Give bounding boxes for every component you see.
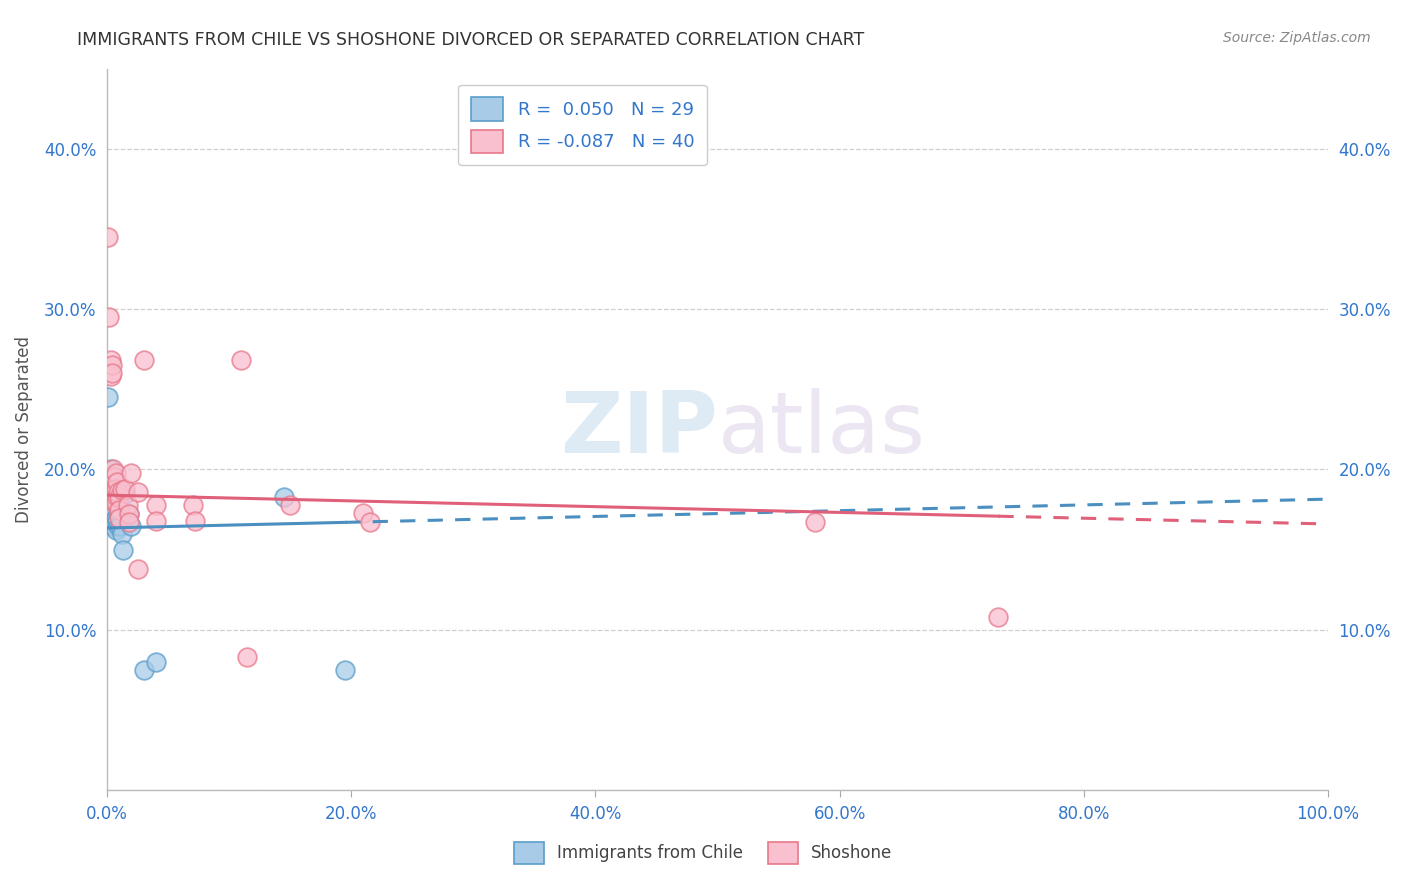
Point [111, 542, 134, 557]
Point [103, 514, 125, 528]
Point [181, 498, 204, 512]
Point [101, 462, 124, 476]
Point [98, 470, 121, 484]
Point [118, 508, 141, 522]
Point [101, 502, 124, 516]
Point [114, 486, 136, 500]
Point [127, 484, 149, 499]
Point [101, 494, 124, 508]
Point [110, 518, 132, 533]
Y-axis label: Divorced or Separated: Divorced or Separated [15, 336, 32, 523]
Point [101, 486, 124, 500]
Point [101, 482, 124, 496]
Point [104, 494, 127, 508]
Point [104, 524, 127, 538]
Point [101, 366, 124, 380]
Point [111, 526, 134, 541]
Point [120, 466, 142, 480]
Point [105, 490, 128, 504]
Point [101, 510, 124, 524]
Point [132, 353, 155, 368]
Point [105, 475, 128, 490]
Point [359, 516, 381, 530]
Point [804, 516, 827, 530]
Legend: Immigrants from Chile, Shoshone: Immigrants from Chile, Shoshone [508, 836, 898, 871]
Point [104, 510, 127, 524]
Point [97, 230, 120, 244]
Point [231, 353, 253, 368]
Point [108, 502, 131, 516]
Point [127, 562, 149, 576]
Point [104, 466, 127, 480]
Point [118, 516, 141, 530]
Point [278, 498, 301, 512]
Point [184, 514, 207, 528]
Point [103, 502, 125, 516]
Point [100, 462, 122, 476]
Point [98, 486, 121, 500]
Legend: R =  0.050   N = 29, R = -0.087   N = 40: R = 0.050 N = 29, R = -0.087 N = 40 [458, 85, 707, 166]
Point [103, 470, 125, 484]
Point [132, 663, 155, 677]
Point [104, 482, 127, 496]
Text: Source: ZipAtlas.com: Source: ZipAtlas.com [1223, 31, 1371, 45]
Point [108, 508, 131, 522]
Point [108, 490, 131, 504]
Point [273, 490, 295, 504]
Point [103, 494, 125, 508]
Point [145, 498, 167, 512]
Point [108, 510, 131, 524]
Point [100, 369, 122, 384]
Point [118, 508, 141, 522]
Point [100, 486, 122, 500]
Point [114, 482, 136, 496]
Point [111, 483, 134, 498]
Point [145, 655, 167, 669]
Point [352, 506, 374, 520]
Point [100, 353, 122, 368]
Point [100, 478, 122, 492]
Text: atlas: atlas [717, 388, 925, 471]
Point [97, 390, 120, 404]
Point [101, 518, 124, 533]
Point [103, 486, 125, 500]
Point [105, 514, 128, 528]
Text: IMMIGRANTS FROM CHILE VS SHOSHONE DIVORCED OR SEPARATED CORRELATION CHART: IMMIGRANTS FROM CHILE VS SHOSHONE DIVORC… [77, 31, 865, 49]
Point [333, 663, 356, 677]
Point [107, 484, 129, 499]
Point [145, 514, 167, 528]
Point [107, 518, 129, 533]
Point [120, 518, 142, 533]
Point [236, 650, 259, 665]
Point [987, 610, 1010, 624]
Text: ZIP: ZIP [560, 388, 717, 471]
Point [98, 310, 121, 324]
Point [117, 498, 139, 512]
Point [101, 358, 124, 372]
Point [101, 502, 124, 516]
